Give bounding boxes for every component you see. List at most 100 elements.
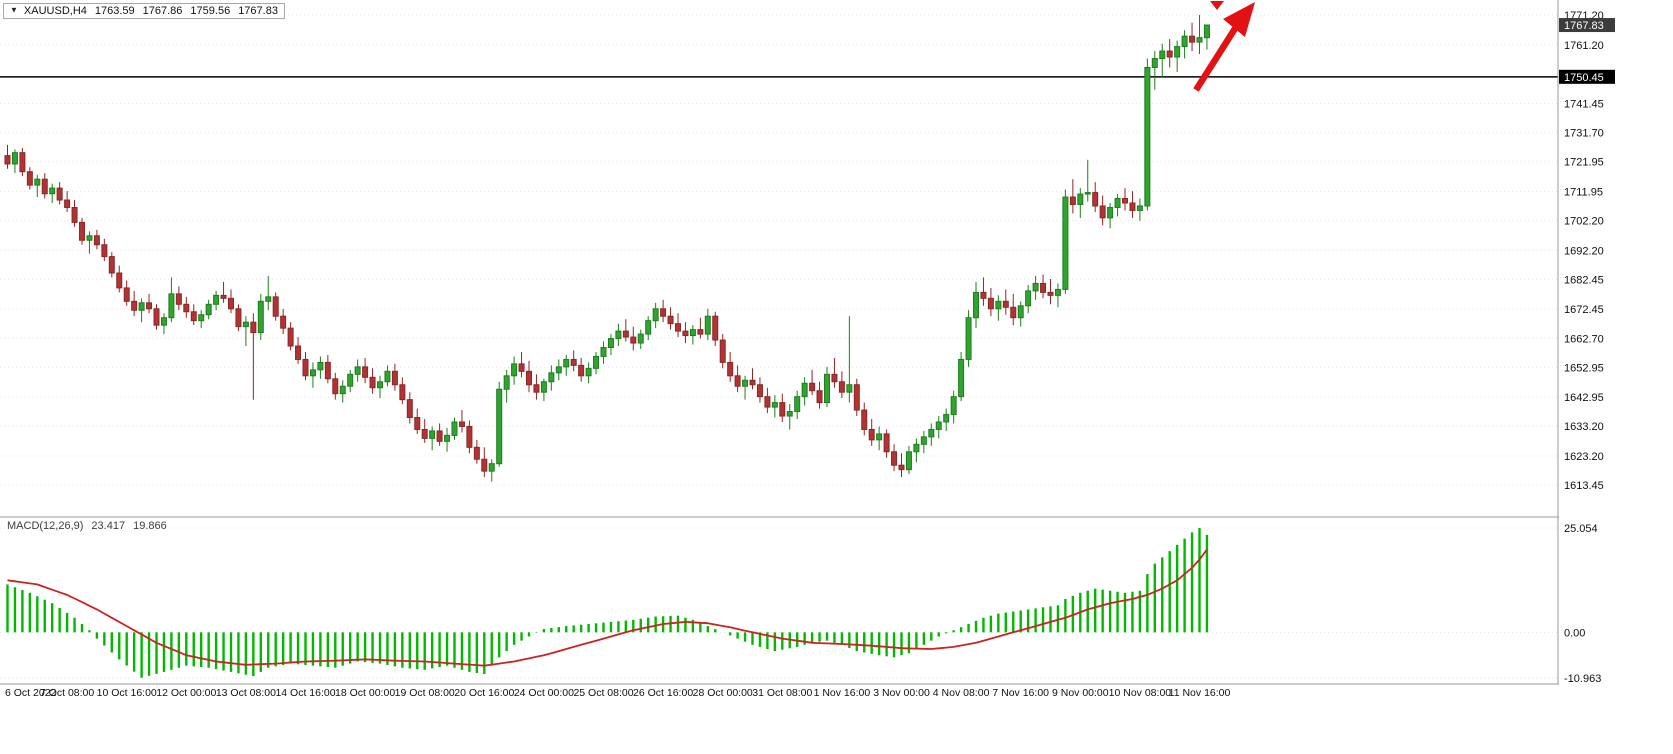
candles-layer <box>4 15 1210 482</box>
candle-body <box>1159 50 1166 59</box>
candle-body <box>1196 37 1203 43</box>
candle-body <box>779 402 786 417</box>
candle-body <box>1181 35 1188 48</box>
svg-text:20 Oct 16:00: 20 Oct 16:00 <box>454 687 514 699</box>
candle-body <box>786 411 793 417</box>
candle-body <box>280 315 287 329</box>
candle-body <box>213 294 220 305</box>
candle-body <box>511 363 518 377</box>
candle-body <box>950 396 957 416</box>
candle-body <box>406 399 413 419</box>
candle-body <box>1069 196 1076 205</box>
candle-body <box>816 390 823 404</box>
svg-text:1633.20: 1633.20 <box>1564 421 1604 433</box>
candle-body <box>175 293 182 305</box>
candle-body <box>421 428 428 439</box>
svg-text:13 Oct 08:00: 13 Oct 08:00 <box>216 687 276 699</box>
candle-body <box>585 367 592 377</box>
grid-layer <box>0 14 1558 679</box>
candle-body <box>742 379 749 387</box>
candle-body <box>108 256 115 274</box>
candle-body <box>719 339 726 363</box>
svg-text:7 Oct 08:00: 7 Oct 08:00 <box>40 687 94 699</box>
candle-body <box>123 287 130 302</box>
candle-body <box>481 458 488 472</box>
candle-body <box>377 381 383 389</box>
candle-body <box>838 381 845 393</box>
svg-text:1761.20: 1761.20 <box>1564 40 1604 52</box>
candle-body <box>138 302 145 311</box>
candle-body <box>317 361 324 371</box>
symbol-dropdown-icon[interactable]: ▼ <box>10 5 18 15</box>
candle-body <box>101 244 108 258</box>
trend-arrow-annotation[interactable] <box>1193 1 1255 92</box>
svg-text:10 Nov 08:00: 10 Nov 08:00 <box>1109 687 1172 699</box>
candle-body <box>168 293 175 319</box>
candle-body <box>429 430 436 439</box>
candle-body <box>1047 291 1054 296</box>
candle-body <box>1122 198 1128 204</box>
candle-body <box>1129 202 1136 211</box>
candle-body <box>354 366 361 375</box>
candle-body <box>622 330 629 338</box>
trend-arrow-shaft <box>1193 25 1239 92</box>
candle-body <box>1010 306 1017 319</box>
svg-text:6 Oct 2022: 6 Oct 2022 <box>5 687 57 699</box>
candle-body <box>615 330 622 340</box>
candle-body <box>987 297 994 310</box>
candle-body <box>160 317 167 326</box>
ohlc-close: 1767.83 <box>238 5 278 17</box>
candle-body <box>451 421 458 436</box>
svg-text:1662.70: 1662.70 <box>1564 333 1604 345</box>
svg-text:11 Nov 16:00: 11 Nov 16:00 <box>1169 687 1231 699</box>
candle-body <box>1054 288 1061 296</box>
svg-text:1750.45: 1750.45 <box>1564 72 1604 84</box>
candle-body <box>563 358 570 368</box>
candle-body <box>540 381 547 393</box>
candle-body <box>898 464 905 471</box>
svg-text:1672.45: 1672.45 <box>1564 304 1604 316</box>
candle-body <box>704 315 711 335</box>
svg-text:-10.963: -10.963 <box>1564 673 1601 685</box>
candle-body <box>727 361 734 377</box>
candle-body <box>712 315 719 341</box>
candle-body <box>1114 198 1121 208</box>
candle-body <box>794 396 801 413</box>
candle-body <box>228 297 234 310</box>
price-axis[interactable]: 1771.201761.201741.451731.701721.951711.… <box>1557 0 1673 754</box>
candle-body <box>339 385 346 395</box>
svg-text:4 Nov 08:00: 4 Nov 08:00 <box>933 687 990 699</box>
svg-text:14 Oct 16:00: 14 Oct 16:00 <box>275 687 335 699</box>
candle-body <box>64 199 71 208</box>
candle-body <box>71 206 78 223</box>
candle-body <box>287 327 294 347</box>
candle-body <box>570 358 577 366</box>
candle-body <box>660 308 667 317</box>
candle-body <box>1174 46 1181 58</box>
candle-body <box>831 373 838 383</box>
trend-arrow-marker <box>1210 1 1224 10</box>
candle-body <box>600 347 607 357</box>
svg-text:1682.45: 1682.45 <box>1564 274 1604 286</box>
svg-text:18 Oct 00:00: 18 Oct 00:00 <box>335 687 395 699</box>
candle-body <box>116 272 123 289</box>
candle-body <box>41 178 48 195</box>
candle-body <box>876 433 883 441</box>
macd-name: MACD(12,26,9) <box>7 520 84 532</box>
svg-text:1731.70: 1731.70 <box>1564 128 1604 140</box>
candle-body <box>675 323 681 332</box>
candle-body <box>250 321 257 334</box>
candle-body <box>265 296 272 302</box>
candle-body <box>801 382 808 398</box>
candle-body <box>682 330 689 337</box>
candle-body <box>861 409 868 430</box>
candle-body <box>503 375 510 390</box>
candle-body <box>332 378 339 395</box>
candle-body <box>220 294 227 299</box>
candle-body <box>1136 205 1143 211</box>
candle-body <box>980 291 987 299</box>
candle-body <box>853 384 860 411</box>
candle-body <box>905 451 912 471</box>
